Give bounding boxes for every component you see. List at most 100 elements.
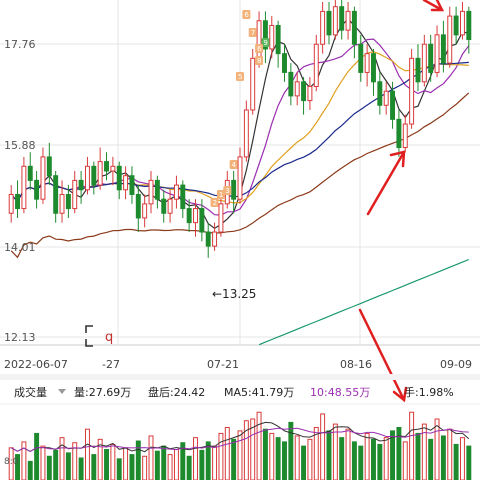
volume-bar-up bbox=[40, 445, 46, 480]
volume-bar-down bbox=[27, 460, 33, 480]
volume-bar-up bbox=[148, 435, 154, 480]
candle-body-down bbox=[358, 43, 364, 73]
candle bbox=[84, 156, 90, 195]
candle bbox=[332, 0, 338, 40]
candle bbox=[8, 185, 14, 223]
volume-bar-up bbox=[256, 411, 262, 480]
event-badge-label: 4 bbox=[232, 161, 237, 169]
candle bbox=[167, 189, 173, 223]
volume-bar-up bbox=[250, 418, 256, 480]
event-badge-label: 3 bbox=[225, 187, 229, 195]
volume-bar-up bbox=[402, 441, 408, 480]
candle-body-up bbox=[402, 123, 408, 149]
volume-bar-up bbox=[218, 432, 224, 480]
ma250-line bbox=[258, 258, 470, 346]
candle-body-down bbox=[34, 179, 40, 200]
candle bbox=[59, 180, 65, 223]
volume-bar-down bbox=[186, 455, 192, 480]
candle-body-down bbox=[91, 165, 97, 186]
candle bbox=[186, 199, 192, 233]
volume-bar-down bbox=[154, 450, 160, 480]
volume-indicator-selector[interactable]: 成交量 bbox=[14, 385, 47, 399]
candle-body-up bbox=[142, 203, 148, 219]
turnover-value: 手:1.98% bbox=[404, 385, 454, 399]
volume-bar-down bbox=[65, 452, 71, 480]
candle-body-down bbox=[453, 15, 459, 36]
candle bbox=[21, 156, 27, 214]
volume-bar-down bbox=[262, 428, 268, 480]
candle bbox=[218, 194, 224, 237]
candle-body-up bbox=[307, 86, 313, 102]
fullscreen-icon[interactable]: q bbox=[85, 325, 113, 347]
candle bbox=[434, 25, 440, 78]
candle-body-up bbox=[364, 53, 370, 73]
candle bbox=[459, 2, 465, 40]
volume-bar-up bbox=[409, 411, 415, 480]
red-arrow-up-annotation bbox=[366, 150, 406, 216]
candle-body-down bbox=[390, 90, 396, 120]
event-badge-label: 6 bbox=[257, 45, 262, 53]
candle bbox=[402, 114, 408, 153]
candle-body-down bbox=[15, 193, 21, 210]
volume-bar-up bbox=[434, 418, 440, 480]
volume-value: 量:27.69万 bbox=[74, 386, 131, 399]
candle-body-down bbox=[78, 179, 84, 191]
volume-bar-down bbox=[339, 437, 345, 480]
volume-bar-up bbox=[345, 428, 351, 480]
volume-bar-up bbox=[212, 445, 218, 480]
volume-bar-down bbox=[371, 438, 376, 480]
candle bbox=[129, 166, 135, 204]
event-badge bbox=[261, 38, 270, 47]
candle-body-up bbox=[84, 165, 90, 191]
y-label-2: 15.88 bbox=[4, 139, 36, 152]
candle bbox=[154, 175, 160, 209]
candle-body-down bbox=[301, 81, 307, 102]
candle bbox=[383, 81, 389, 115]
volume-bar-up bbox=[173, 449, 179, 480]
candle bbox=[40, 147, 46, 204]
candle bbox=[339, 0, 345, 40]
candle bbox=[104, 152, 109, 181]
volume-bar-down bbox=[396, 426, 402, 480]
candle bbox=[288, 63, 294, 106]
panel-separator bbox=[0, 374, 480, 380]
candle bbox=[199, 199, 205, 242]
candle bbox=[142, 194, 148, 228]
volume-moving-averages bbox=[10, 421, 470, 453]
volume-bar-down bbox=[351, 441, 357, 480]
candle-body-up bbox=[123, 175, 129, 191]
event-badge-label: 2 bbox=[213, 199, 217, 207]
candle-body-up bbox=[21, 165, 27, 210]
volume-bar-up bbox=[332, 423, 338, 480]
event-badge bbox=[242, 10, 251, 19]
volume-bar-up bbox=[8, 447, 14, 480]
candle bbox=[262, 11, 268, 64]
candle bbox=[453, 6, 459, 45]
candle-body-down bbox=[154, 179, 160, 200]
volume-ma5-line bbox=[10, 421, 470, 453]
candle-body-down bbox=[231, 179, 237, 200]
red-arrow-corner-annotation bbox=[422, 0, 445, 12]
candle bbox=[409, 48, 415, 129]
candle-body-down bbox=[282, 53, 287, 73]
chevron-down-icon[interactable] bbox=[58, 389, 66, 394]
volume-bar-up bbox=[364, 432, 370, 480]
candle bbox=[46, 142, 52, 186]
candle-body-down bbox=[199, 208, 205, 233]
volume-bar-up bbox=[320, 413, 326, 480]
volume-bar-down bbox=[116, 458, 122, 480]
candle bbox=[148, 171, 154, 214]
event-badge bbox=[229, 160, 238, 169]
volume-bar-down bbox=[34, 432, 40, 480]
candle-body-down bbox=[275, 24, 281, 55]
candle-body-down bbox=[415, 57, 421, 83]
candle bbox=[110, 156, 116, 186]
volume-bar-up bbox=[307, 438, 313, 480]
volume-bar-up bbox=[447, 428, 453, 480]
candle-body-up bbox=[294, 81, 300, 97]
candle bbox=[351, 6, 357, 59]
candle-body-up bbox=[409, 57, 415, 125]
volume-bar-up bbox=[59, 437, 65, 480]
volume-bar-down bbox=[53, 449, 59, 480]
